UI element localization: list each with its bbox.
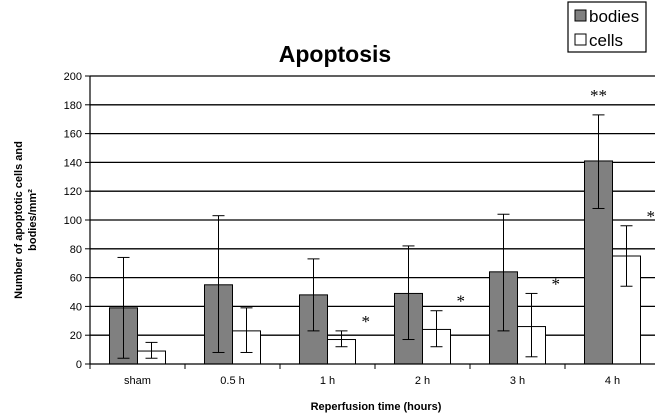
y-tick-label: 140 xyxy=(64,157,82,169)
error-bars xyxy=(117,114,633,359)
significance-marker: * xyxy=(457,292,466,311)
legend-swatch-bodies xyxy=(574,9,587,22)
gridlines xyxy=(90,75,655,336)
legend: bodies cells xyxy=(567,1,647,53)
y-tick-labels: 0 20 40 60 80 100 120 140 160 180 200 xyxy=(64,71,82,371)
y-tick-label: 60 xyxy=(70,273,82,285)
y-tick-label: 180 xyxy=(64,100,82,112)
x-tick-labels: sham 0.5 h 1 h 2 h 3 h 4 h xyxy=(124,375,620,387)
significance-marker: ** xyxy=(590,86,607,105)
significance-marker: * xyxy=(552,274,561,293)
legend-swatch-cells xyxy=(574,33,587,46)
y-tick-label: 200 xyxy=(64,71,82,83)
chart-title: Apoptosis xyxy=(279,41,391,67)
y-tick-label: 120 xyxy=(64,186,82,198)
significance-marker: * xyxy=(362,312,371,331)
x-tick-label: 0.5 h xyxy=(220,375,244,387)
x-tick-label: 4 h xyxy=(605,375,620,387)
y-tick-label: 80 xyxy=(70,244,82,256)
y-axis-label-line-1: Number of apoptotic cells and xyxy=(13,141,25,299)
x-tick-label: 1 h xyxy=(320,375,335,387)
x-tick-label: 2 h xyxy=(415,375,430,387)
significance-marker: ** xyxy=(647,207,655,226)
significance-markers: ******* xyxy=(362,86,655,331)
y-tick-label: 20 xyxy=(70,330,82,342)
y-tick-label: 0 xyxy=(76,359,82,371)
y-tick-label: 100 xyxy=(64,215,82,227)
x-axis-label: Reperfusion time (hours) xyxy=(311,401,442,413)
y-tick-label: 160 xyxy=(64,129,82,141)
x-tick-label: 3 h xyxy=(510,375,525,387)
y-axis-label-line-2: bodies/mm² xyxy=(27,189,39,251)
legend-label-cells: cells xyxy=(589,31,623,50)
y-tick-label: 40 xyxy=(70,301,82,313)
axes xyxy=(85,75,655,369)
x-tick-label: sham xyxy=(124,375,151,387)
legend-label-bodies: bodies xyxy=(589,7,639,26)
